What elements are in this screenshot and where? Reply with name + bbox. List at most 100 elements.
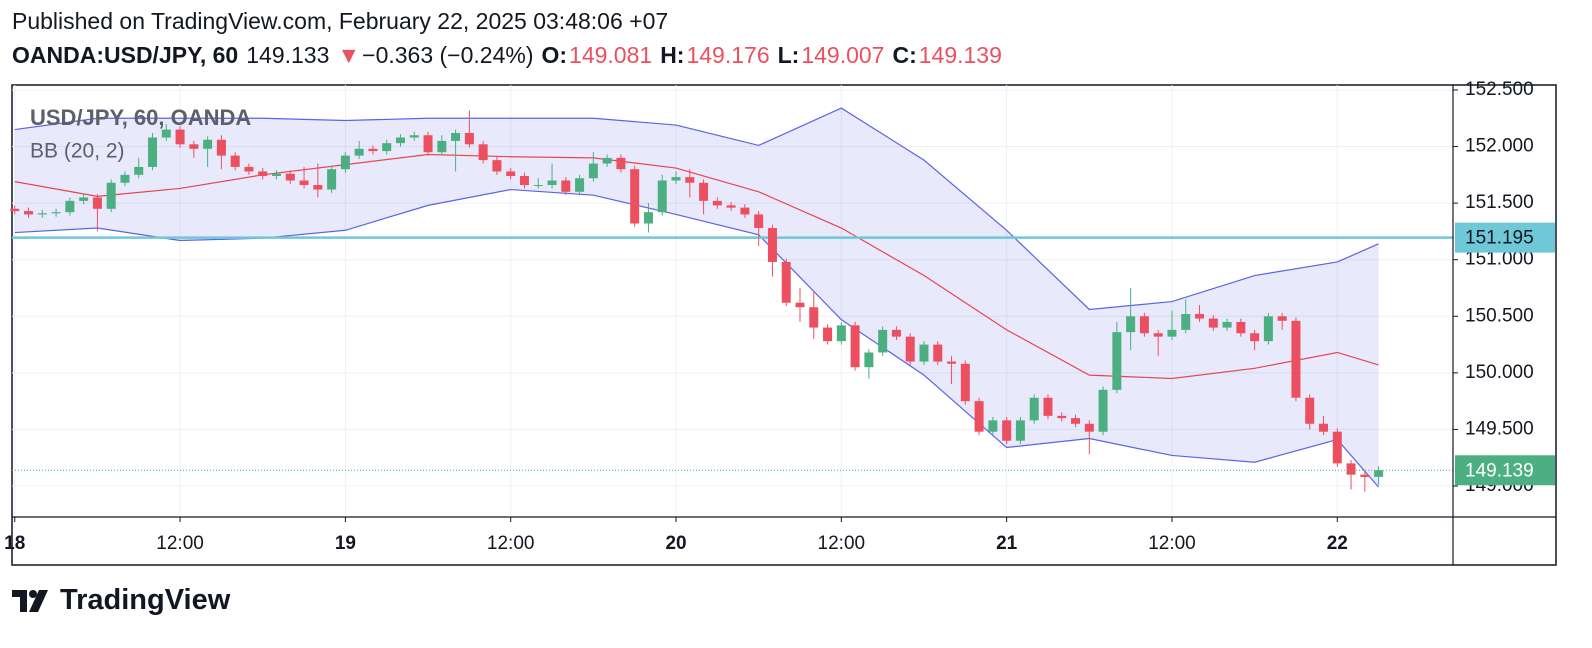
candle-body	[1319, 423, 1329, 432]
candle-body	[630, 169, 640, 224]
published-line: Published on TradingView.com, February 2…	[12, 8, 669, 34]
candle-body	[120, 174, 130, 183]
change-group: ▼ −0.363 (−0.24%)	[337, 42, 533, 69]
y-tick-label: 151.500	[1465, 192, 1534, 213]
candle-body	[1057, 415, 1067, 419]
candle-body	[244, 166, 254, 172]
candle-body	[340, 155, 350, 170]
candle-body	[189, 144, 199, 149]
candle-body	[905, 336, 915, 362]
candle-body	[1208, 318, 1218, 328]
close-value: 149.139	[918, 42, 1002, 68]
candle-body	[795, 302, 805, 308]
candle-body	[1236, 321, 1246, 334]
open-label: O:	[541, 42, 568, 68]
candle-body	[1153, 333, 1163, 337]
candle-body	[451, 132, 461, 141]
high-value: 149.176	[686, 42, 770, 68]
candle-body	[327, 169, 337, 190]
candle-body	[79, 197, 89, 201]
candle-body	[712, 200, 722, 206]
x-tick-label: 12:00	[1148, 533, 1196, 554]
symbol-line: OANDA:USD/JPY, 60 149.133 ▼ −0.363 (−0.24…	[12, 42, 1002, 69]
candle-body	[1291, 320, 1301, 398]
candle-body	[836, 325, 846, 342]
candle-body	[258, 171, 268, 176]
candle-body	[423, 135, 433, 153]
candle-body	[1195, 314, 1205, 319]
candle-body	[1084, 423, 1094, 432]
candle-body	[409, 135, 419, 138]
candle-body	[1222, 321, 1232, 328]
change-arrow: ▼	[337, 42, 361, 68]
low-group: L: 149.007	[778, 42, 885, 69]
candle-body	[1346, 463, 1356, 475]
candle-body	[740, 207, 750, 215]
indicator-label: BB (20, 2)	[30, 140, 125, 163]
candle-body	[395, 137, 405, 144]
x-tick-label: 20	[665, 533, 686, 554]
y-tick-label: 149.500	[1465, 418, 1534, 439]
candle-body	[588, 163, 598, 179]
candle-body	[699, 182, 709, 201]
candle-body	[1167, 329, 1177, 337]
candle-body	[492, 160, 502, 172]
candle-body	[313, 185, 323, 190]
candle-body	[1071, 418, 1081, 424]
y-tick-label: 152.500	[1465, 79, 1534, 100]
candle-body	[767, 228, 777, 262]
candle-body	[947, 361, 957, 364]
candle-body	[230, 155, 240, 167]
candle-body	[919, 344, 929, 362]
candle-body	[65, 200, 75, 213]
candle-body	[1029, 397, 1039, 421]
candle-body	[134, 166, 144, 175]
candle-body	[272, 173, 282, 176]
candle-body	[285, 173, 295, 181]
candle-body	[643, 212, 653, 224]
candle-body	[891, 329, 901, 337]
candle-body	[547, 180, 557, 186]
candle-body	[616, 157, 626, 170]
candle-body	[37, 213, 47, 215]
change: −0.363 (−0.24%)	[362, 42, 534, 68]
x-tick-label: 18	[4, 533, 25, 554]
low-label: L:	[777, 42, 800, 68]
candle-body	[533, 185, 543, 187]
y-tick-label: 150.500	[1465, 305, 1534, 326]
x-tick-label: 21	[996, 533, 1018, 554]
candle-body	[299, 180, 309, 186]
candle-body	[974, 401, 984, 432]
x-tick-label: 22	[1327, 533, 1348, 554]
x-tick-label: 12:00	[818, 533, 866, 554]
y-tick-label: 151.000	[1465, 249, 1534, 270]
candle-body	[933, 344, 943, 362]
candle-body	[519, 175, 529, 186]
y-tick-label: 150.000	[1465, 362, 1534, 383]
candle-body	[754, 214, 764, 229]
last-price-label: 149.139	[1465, 460, 1534, 481]
candle-body	[1181, 314, 1191, 330]
high-label: H:	[660, 42, 685, 68]
candle-body	[1250, 333, 1260, 342]
candle-body	[464, 132, 474, 145]
open-group: O: 149.081	[541, 42, 652, 69]
candle-body	[1126, 316, 1136, 333]
candle-body	[1263, 316, 1273, 342]
candle-body	[203, 139, 213, 149]
candle-body	[354, 148, 364, 156]
symbol: OANDA:USD/JPY, 60	[12, 42, 239, 68]
candle-body	[809, 307, 819, 328]
candle-body	[216, 139, 226, 156]
footer: TradingView	[12, 584, 230, 617]
band-middle	[14, 153, 1379, 380]
candle-body	[781, 261, 791, 303]
candle-body	[1015, 420, 1025, 441]
candle-body	[506, 171, 516, 176]
low-value: 149.007	[801, 42, 885, 68]
candle-body	[92, 197, 102, 209]
hline-box	[1455, 222, 1555, 253]
candle-body	[148, 137, 158, 167]
hline-label: 151.195	[1465, 228, 1534, 249]
